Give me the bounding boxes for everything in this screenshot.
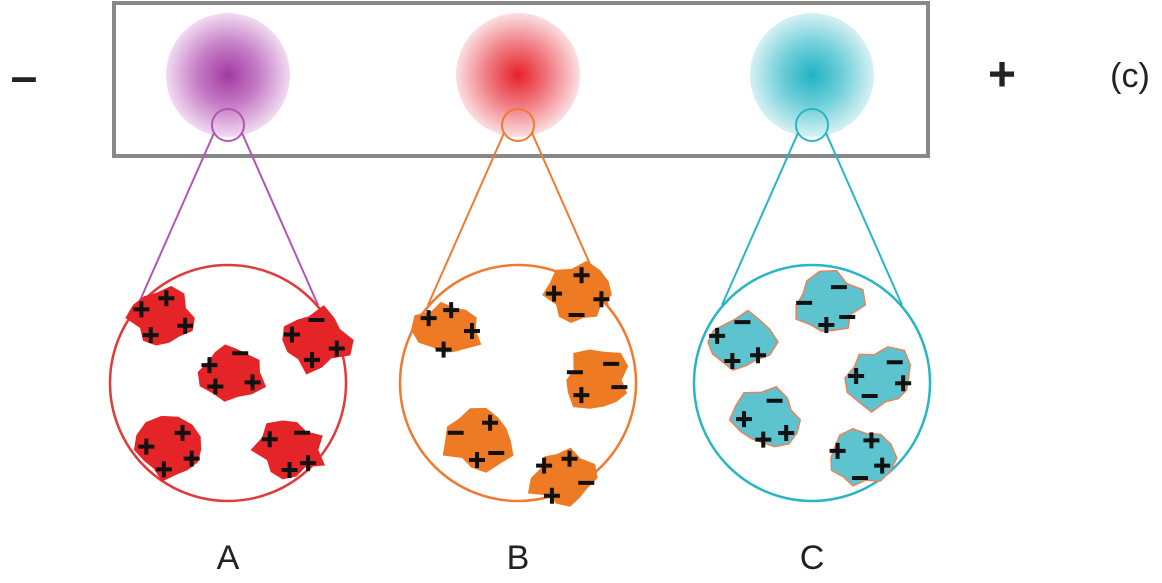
negative-electrode: – — [11, 51, 38, 104]
band-b — [456, 13, 580, 137]
band-c — [750, 13, 874, 137]
sample-label: B — [507, 539, 530, 577]
sample-label: A — [217, 539, 240, 577]
band-a — [166, 13, 290, 137]
panel-label: (c) — [1110, 57, 1150, 95]
positive-electrode: + — [988, 49, 1016, 102]
electrophoresis-diagram: – + (c) A B C — [0, 0, 1162, 583]
magnified-views — [110, 109, 930, 507]
sample-label: C — [800, 539, 825, 577]
